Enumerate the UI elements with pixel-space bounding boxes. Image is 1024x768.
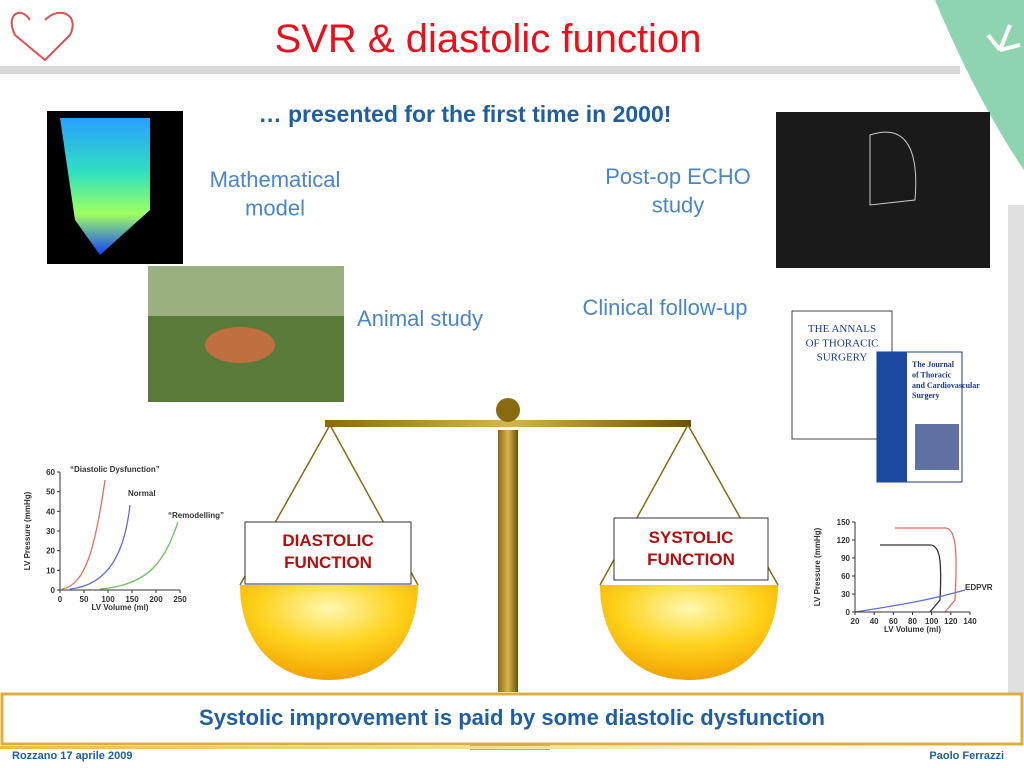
cover-text: THE ANNALS OF THORACIC SURGERY: [806, 323, 879, 364]
figure-tick-label: 250: [173, 595, 187, 604]
figure-tick-label: 40: [870, 617, 879, 626]
model-image: [60, 118, 150, 255]
scale-beam: [325, 420, 691, 427]
figure-curves: [61, 479, 966, 613]
label: Animal study: [357, 306, 483, 331]
echo-image: [776, 112, 990, 268]
footer-left: Rozzano 17 aprile 2009: [12, 750, 132, 762]
figure-annotation: EDPVR: [965, 583, 993, 592]
figure-tick-label: 0: [51, 586, 56, 595]
figure-axis-label: LV Pressure (mmHg): [23, 491, 32, 570]
text-line: The Journal: [912, 360, 955, 369]
text-line: FUNCTION: [284, 553, 372, 572]
figure-axis-label: LV Volume (ml): [884, 625, 941, 634]
footer-line: [0, 746, 1024, 749]
text-line: study: [652, 193, 705, 218]
figure-tick-label: 30: [46, 527, 55, 536]
figure-tick-label: 120: [944, 617, 958, 626]
figure-axis-label: LV Pressure (mmHg): [813, 527, 822, 606]
figure-tick-label: 20: [851, 617, 860, 626]
conclusion: Systolic improvement is paid by some dia…: [199, 705, 825, 730]
text-line: THE ANNALS: [808, 323, 876, 335]
figure-tick-label: 90: [841, 554, 850, 563]
figure-tick-label: 40: [46, 507, 55, 516]
scale-box: [613, 517, 769, 581]
text-line: of Thoracic: [912, 370, 952, 379]
text-line: DIASTOLIC: [282, 531, 373, 550]
text-line: and Cardiovascular: [912, 381, 980, 390]
figure-tick-label: 60: [841, 572, 850, 581]
figure-tick-label: 100: [925, 617, 939, 626]
cover-annals: [791, 310, 893, 440]
figure-tick-label: 30: [841, 590, 850, 599]
figure-tick-label: 150: [837, 518, 851, 527]
label: Mathematical model: [210, 167, 341, 221]
title: SVR & diastolic function: [275, 17, 702, 61]
figure-tick-label: 0: [58, 595, 63, 604]
footer-right: Paolo Ferrazzi: [929, 750, 1004, 762]
text-line: SYSTOLIC: [649, 528, 734, 547]
scale-knob: [496, 398, 520, 422]
side-band: [1008, 205, 1024, 695]
conclusion-box: [0, 692, 1024, 746]
figure-tick-label: 140: [963, 617, 977, 626]
figure-tick-label: 50: [46, 488, 55, 497]
figure-tick-label: 0: [846, 608, 851, 617]
figure-tick-label: 120: [837, 536, 851, 545]
text-line: Mathematical: [210, 167, 341, 192]
figure-tick-label: 150: [125, 595, 139, 604]
figure-annotation: Normal: [128, 489, 156, 498]
figure-axis-label: LV Volume (ml): [91, 603, 148, 612]
label: Clinical follow-up: [582, 295, 747, 320]
portrait: [915, 424, 959, 470]
animal-photo: [148, 266, 344, 316]
text-line: Surgery: [912, 391, 940, 400]
animal-photo: [205, 327, 275, 363]
scale-pole: [498, 430, 518, 692]
text-line: Post-op ECHO: [605, 164, 751, 189]
scale-label: SYSTOLIC FUNCTION: [647, 528, 735, 569]
text-line: SURGERY: [817, 352, 868, 364]
cover-text: The Journal of Thoracic and Cardiovascular…: [912, 360, 980, 400]
figure-tick-label: 200: [149, 595, 163, 604]
text-line: OF THORACIC: [806, 337, 879, 349]
text-line: FUNCTION: [647, 550, 735, 569]
figure-annotation: “Diastolic Dysfunction”: [70, 465, 160, 474]
figure-tick-label: 20: [46, 547, 55, 556]
figure-tick-label: 50: [80, 595, 89, 604]
scale-pan: [240, 585, 418, 680]
label: Post-op ECHO study: [605, 164, 751, 218]
figure-tick-label: 100: [101, 595, 115, 604]
cover-journal: [877, 352, 907, 482]
logo: [10, 11, 74, 62]
figure-tick-label: 80: [908, 617, 917, 626]
scale-pan: [600, 585, 778, 680]
echo-image: [869, 131, 917, 206]
headline: … presented for the first time in 2000!: [259, 101, 672, 127]
figure-tick-label: 60: [889, 617, 898, 626]
figure-annotation: “Remodelling”: [168, 511, 224, 520]
text-line: model: [245, 196, 305, 221]
scale-strings: [239, 424, 779, 586]
figure-tick-label: 60: [46, 468, 55, 477]
scale-label: DIASTOLIC FUNCTION: [282, 531, 373, 572]
scale-box: [244, 521, 412, 585]
title-band: [0, 66, 960, 74]
leaf-icon: [986, 24, 1021, 52]
figure-tick-label: 10: [46, 566, 55, 575]
